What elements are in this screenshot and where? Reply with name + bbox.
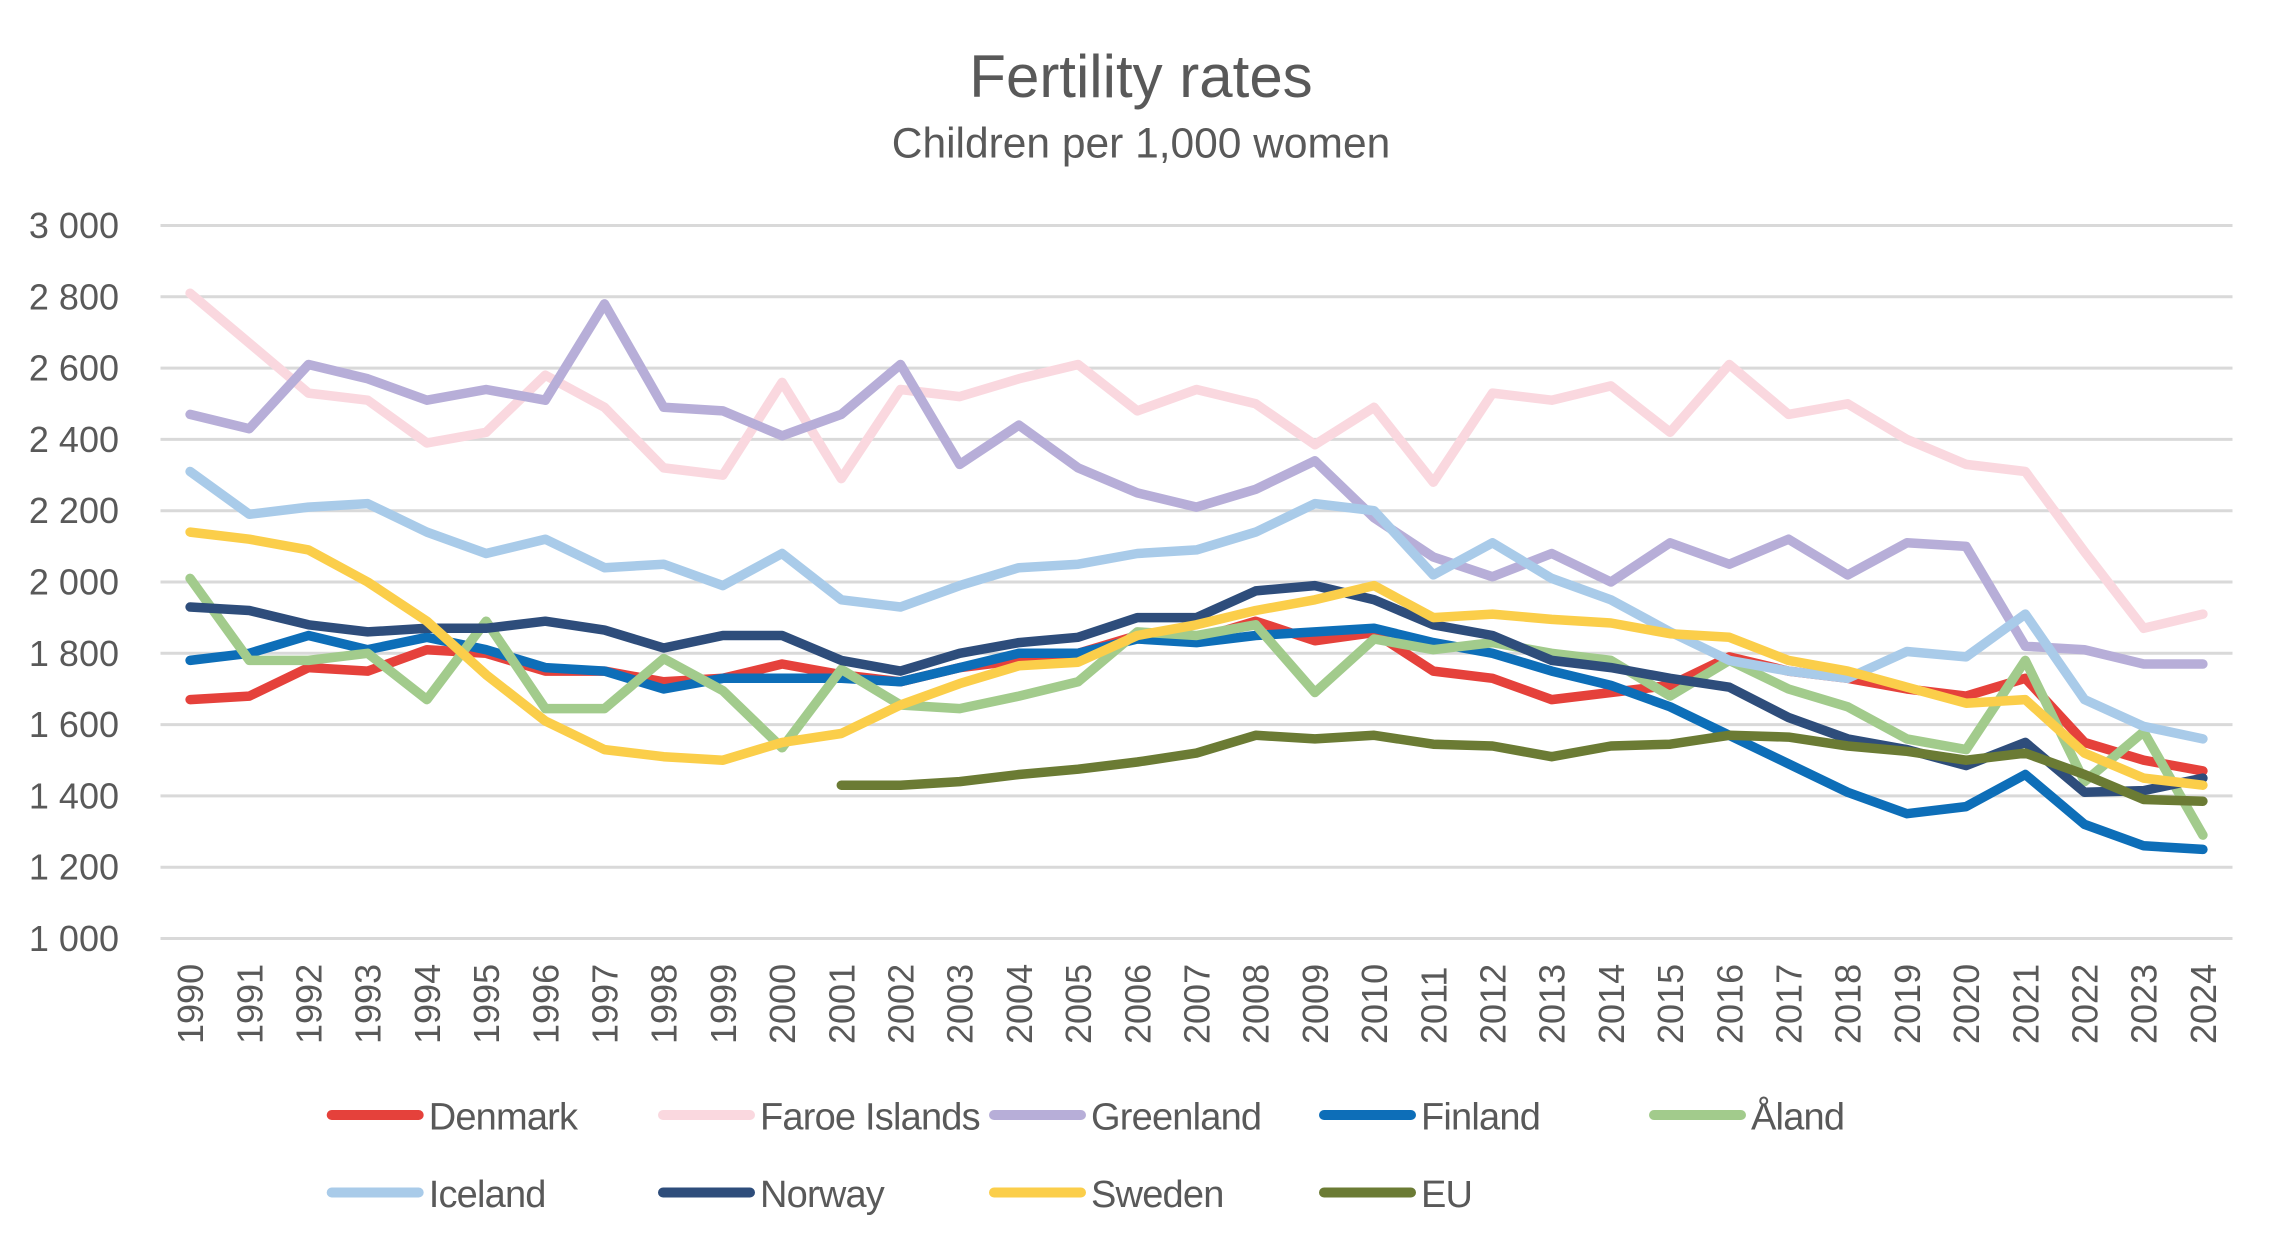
- svg-text:2013: 2013: [1532, 964, 1573, 1044]
- svg-text:Finland: Finland: [1421, 1097, 1540, 1139]
- svg-text:2011: 2011: [1413, 967, 1454, 1044]
- svg-text:2005: 2005: [1058, 964, 1099, 1044]
- svg-text:2018: 2018: [1828, 964, 1869, 1044]
- svg-text:1990: 1990: [170, 964, 211, 1044]
- svg-text:2010: 2010: [1354, 964, 1395, 1044]
- svg-text:Iceland: Iceland: [429, 1174, 546, 1216]
- svg-text:3 000: 3 000: [29, 205, 119, 246]
- svg-text:1995: 1995: [466, 964, 507, 1044]
- svg-text:2001: 2001: [821, 964, 862, 1044]
- svg-text:2007: 2007: [1177, 964, 1218, 1044]
- svg-text:1 400: 1 400: [29, 775, 119, 816]
- svg-text:1999: 1999: [703, 964, 744, 1044]
- svg-text:Children per 1,000 women: Children per 1,000 women: [892, 121, 1390, 168]
- svg-text:2 600: 2 600: [29, 348, 119, 389]
- svg-text:1991: 1991: [229, 964, 270, 1044]
- svg-text:1992: 1992: [289, 964, 330, 1044]
- svg-text:Denmark: Denmark: [429, 1097, 579, 1139]
- svg-text:2012: 2012: [1473, 964, 1514, 1044]
- svg-text:2017: 2017: [1769, 964, 1810, 1044]
- svg-text:Norway: Norway: [760, 1174, 885, 1216]
- svg-text:1994: 1994: [407, 964, 448, 1044]
- svg-text:2 200: 2 200: [29, 490, 119, 531]
- svg-text:Sweden: Sweden: [1091, 1174, 1224, 1216]
- svg-text:Fertility rates: Fertility rates: [969, 43, 1312, 110]
- svg-text:1997: 1997: [585, 964, 626, 1044]
- svg-text:Faroe Islands: Faroe Islands: [760, 1097, 980, 1139]
- svg-text:1 600: 1 600: [29, 704, 119, 745]
- svg-text:2 400: 2 400: [29, 419, 119, 460]
- svg-text:2006: 2006: [1117, 964, 1158, 1044]
- svg-text:1 200: 1 200: [29, 847, 119, 888]
- svg-text:2008: 2008: [1236, 964, 1277, 1044]
- svg-text:2009: 2009: [1295, 964, 1336, 1044]
- svg-text:1 800: 1 800: [29, 633, 119, 674]
- svg-text:2002: 2002: [881, 964, 922, 1044]
- svg-text:1998: 1998: [644, 964, 685, 1044]
- svg-text:2019: 2019: [1887, 964, 1928, 1044]
- svg-text:2024: 2024: [2183, 964, 2224, 1044]
- svg-text:2023: 2023: [2124, 964, 2165, 1044]
- svg-text:1996: 1996: [525, 964, 566, 1044]
- svg-text:2 000: 2 000: [29, 562, 119, 603]
- svg-text:2021: 2021: [2005, 964, 2046, 1044]
- svg-text:2014: 2014: [1591, 964, 1632, 1044]
- svg-text:2022: 2022: [2065, 964, 2106, 1044]
- svg-text:1 000: 1 000: [29, 918, 119, 959]
- svg-text:2004: 2004: [999, 964, 1040, 1044]
- svg-text:Greenland: Greenland: [1091, 1097, 1261, 1139]
- svg-text:2003: 2003: [940, 964, 981, 1044]
- svg-text:2020: 2020: [1946, 964, 1987, 1044]
- svg-text:2 800: 2 800: [29, 276, 119, 317]
- svg-text:2000: 2000: [762, 964, 803, 1044]
- svg-text:2016: 2016: [1709, 964, 1750, 1044]
- svg-text:1993: 1993: [348, 964, 389, 1044]
- svg-text:2015: 2015: [1650, 964, 1691, 1044]
- svg-text:EU: EU: [1421, 1174, 1472, 1216]
- svg-text:Åland: Åland: [1751, 1095, 1844, 1139]
